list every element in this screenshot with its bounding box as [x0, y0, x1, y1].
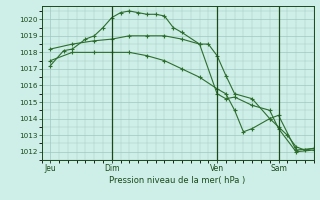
X-axis label: Pression niveau de la mer( hPa ): Pression niveau de la mer( hPa ) — [109, 176, 246, 185]
